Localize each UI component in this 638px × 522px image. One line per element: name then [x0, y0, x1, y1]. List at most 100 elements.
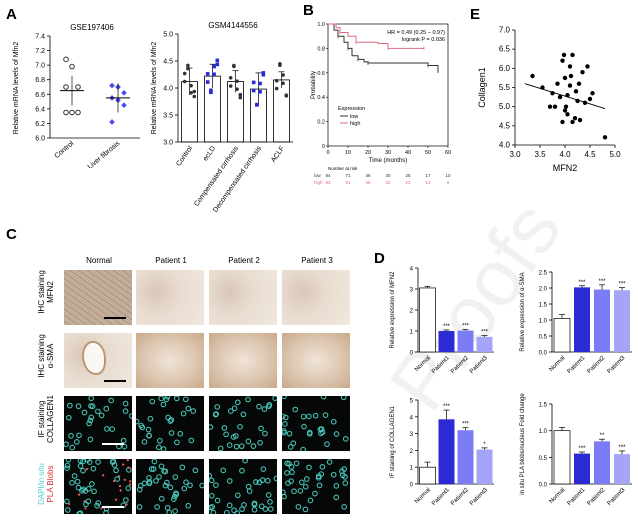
image-pla-patient2	[209, 459, 277, 514]
significance-label: ***	[443, 404, 451, 410]
risk-value: 17	[425, 173, 431, 178]
nucleus	[185, 502, 192, 509]
nucleus	[109, 426, 116, 433]
y-axis-label: in situ PLA blobs/nucleus Fold change	[520, 393, 526, 495]
pla-blob	[127, 466, 130, 469]
y-tick-label: 3	[410, 432, 414, 438]
x-tick-label: Patient1	[431, 355, 451, 375]
nucleus	[122, 497, 129, 503]
nucleus	[87, 417, 94, 424]
chart-survival: 0 0.2 0.4 0.6 0.8 1.0 0 10 20 30 40 50 60 Time (month…	[311, 22, 451, 185]
nucleus	[245, 483, 252, 490]
nucleus	[210, 509, 217, 514]
bar	[457, 330, 474, 352]
data-point	[562, 108, 568, 113]
nucleus	[154, 504, 160, 510]
x-tick-label: Control	[53, 140, 75, 160]
y-tick-label: 0	[410, 351, 414, 357]
risk-table-title: Number at risk	[328, 166, 358, 171]
image-ihc-mfn2-patient1	[136, 270, 204, 325]
nucleus	[209, 503, 215, 510]
nucleus	[284, 460, 291, 467]
regression-line	[524, 83, 606, 110]
x-tick-label: Patient2	[450, 355, 470, 375]
pla-blob	[67, 502, 71, 506]
nucleus	[95, 500, 102, 506]
nucleus	[75, 403, 82, 410]
nucleus	[288, 464, 295, 470]
nucleus	[139, 424, 146, 431]
y-tick-label: 6.6	[35, 92, 45, 99]
data-point	[560, 58, 565, 63]
nucleus	[73, 439, 80, 445]
nucleus	[64, 465, 70, 472]
nucleus	[318, 471, 325, 477]
nucleus	[146, 480, 153, 487]
significance-label: ***	[481, 330, 489, 336]
nucleus	[65, 459, 72, 463]
col-label-patient1: Patient 1	[155, 256, 187, 265]
nucleus	[161, 468, 167, 474]
y-tick-label: 0.6	[317, 71, 325, 77]
row-label-sma-line1: IHC staining	[37, 334, 46, 378]
data-point	[274, 78, 279, 83]
chart-gsm4144556: GSM4144556 3.0 3.5 4.0 4.5 5.0 Relative mRNA l…	[151, 21, 293, 214]
data-point	[69, 109, 75, 116]
nucleus	[164, 396, 171, 400]
data-point	[205, 80, 210, 84]
x-tick-label: Normal	[414, 487, 432, 505]
nucleus	[234, 492, 241, 499]
y-tick-label: 1.5	[539, 303, 548, 309]
nucleus	[152, 478, 159, 484]
data-point	[557, 94, 563, 100]
nucleus	[83, 501, 89, 508]
nucleus	[82, 488, 89, 494]
nucleus	[80, 459, 86, 465]
nucleus	[113, 467, 119, 474]
data-point	[238, 95, 243, 100]
bar	[438, 419, 455, 484]
nucleus	[260, 466, 267, 472]
nucleus	[170, 496, 177, 502]
y-axis-label: Collagen1	[477, 67, 487, 108]
nucleus	[91, 488, 97, 495]
pla-blob	[114, 498, 118, 501]
nucleus	[339, 472, 346, 479]
row-label-mfn2-line2: MFN2	[46, 281, 55, 303]
significance-label: **	[600, 433, 605, 439]
y-tick-label: 1.5	[539, 403, 548, 409]
x-tick-label: 5.0	[609, 150, 621, 159]
nucleus	[290, 440, 297, 447]
bar	[574, 287, 590, 352]
x-tick-label: Normal	[414, 355, 432, 373]
nucleus	[149, 398, 156, 405]
nucleus	[319, 463, 326, 470]
nucleus	[209, 492, 215, 499]
nucleus	[221, 424, 228, 431]
x-tick-label: 3.5	[534, 150, 546, 159]
pla-blob	[123, 478, 126, 482]
x-tick-label: Compensated cirrhosis	[193, 145, 240, 208]
nucleus	[192, 467, 199, 474]
y-tick-label: 6.0	[35, 136, 45, 143]
y-tick-label: 4	[410, 415, 414, 421]
nucleus	[148, 466, 155, 472]
y-tick-label: 0.8	[317, 46, 325, 52]
nucleus	[69, 479, 75, 486]
y-tick-label: 0.5	[539, 335, 548, 341]
data-point	[212, 64, 216, 69]
nucleus	[158, 495, 165, 502]
y-axis-label: Relative mRNA levels of Mfn2	[151, 42, 158, 135]
nucleus	[282, 396, 287, 400]
nucleus	[64, 441, 69, 448]
bar	[438, 331, 455, 352]
y-tick-label: 6.2	[35, 121, 45, 128]
nucleus	[76, 432, 82, 439]
nucleus	[79, 487, 85, 494]
nucleus	[86, 420, 92, 427]
data-point	[63, 109, 69, 116]
nucleus	[300, 413, 307, 420]
row-label-pla-line2: PLA Blobs	[46, 465, 55, 503]
significance-label: ***	[462, 324, 470, 330]
y-tick-label: 1.0	[539, 429, 548, 435]
